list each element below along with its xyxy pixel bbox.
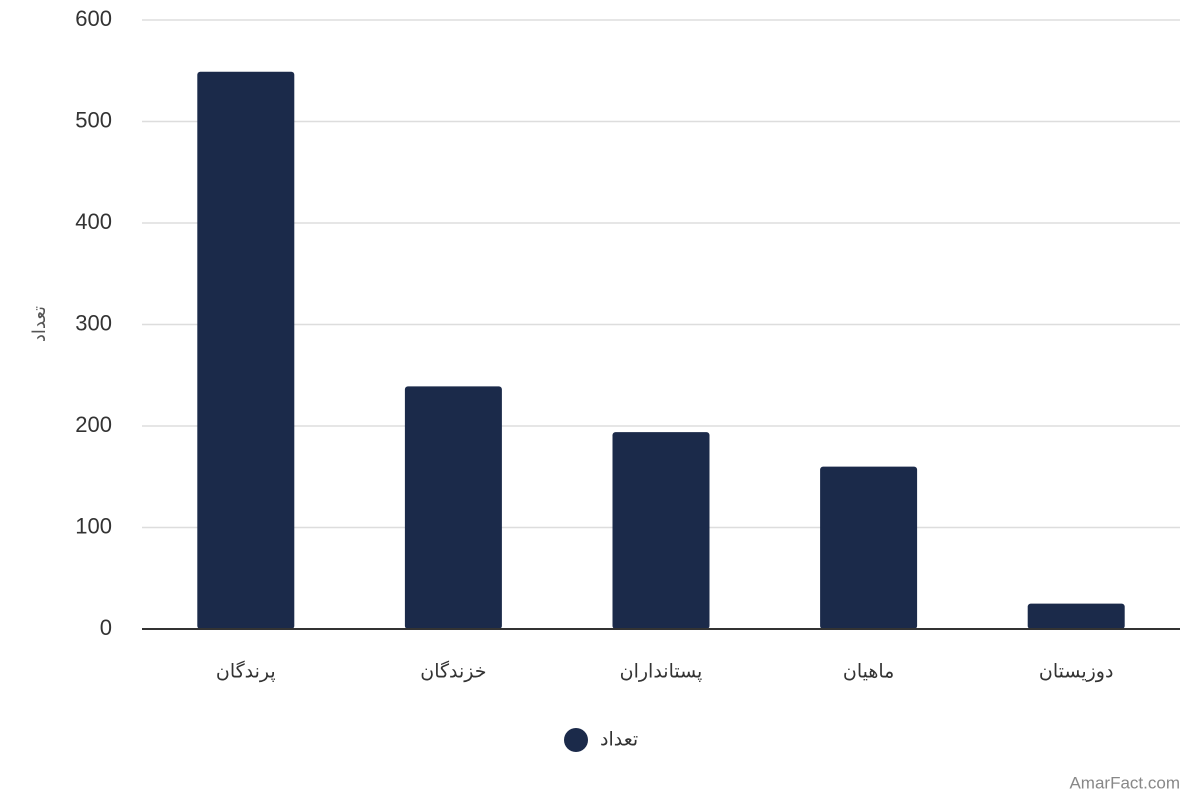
y-tick-label: 0 — [100, 615, 112, 640]
legend-marker — [564, 728, 588, 752]
y-tick-label: 100 — [75, 513, 112, 538]
y-tick-label: 600 — [75, 6, 112, 31]
bar — [1027, 603, 1125, 629]
legend-label[interactable]: تعداد — [600, 729, 638, 751]
y-tick-label: 200 — [75, 412, 112, 437]
bar — [820, 466, 918, 629]
x-tick-label: پستانداران — [620, 661, 703, 683]
bar — [612, 432, 710, 629]
y-tick-label: 400 — [75, 209, 112, 234]
x-tick-label: خزندگان — [420, 660, 486, 683]
x-tick-label: دوزیستان — [1039, 661, 1114, 683]
y-tick-label: 500 — [75, 107, 112, 132]
bar — [197, 71, 295, 629]
x-tick-label: ماهیان — [843, 661, 894, 683]
x-tick-label: پرندگان — [216, 660, 276, 683]
y-axis-title: تعداد — [29, 306, 50, 342]
y-tick-label: 300 — [75, 310, 112, 335]
watermark: AmarFact.com — [1069, 773, 1180, 792]
bar — [404, 386, 502, 629]
